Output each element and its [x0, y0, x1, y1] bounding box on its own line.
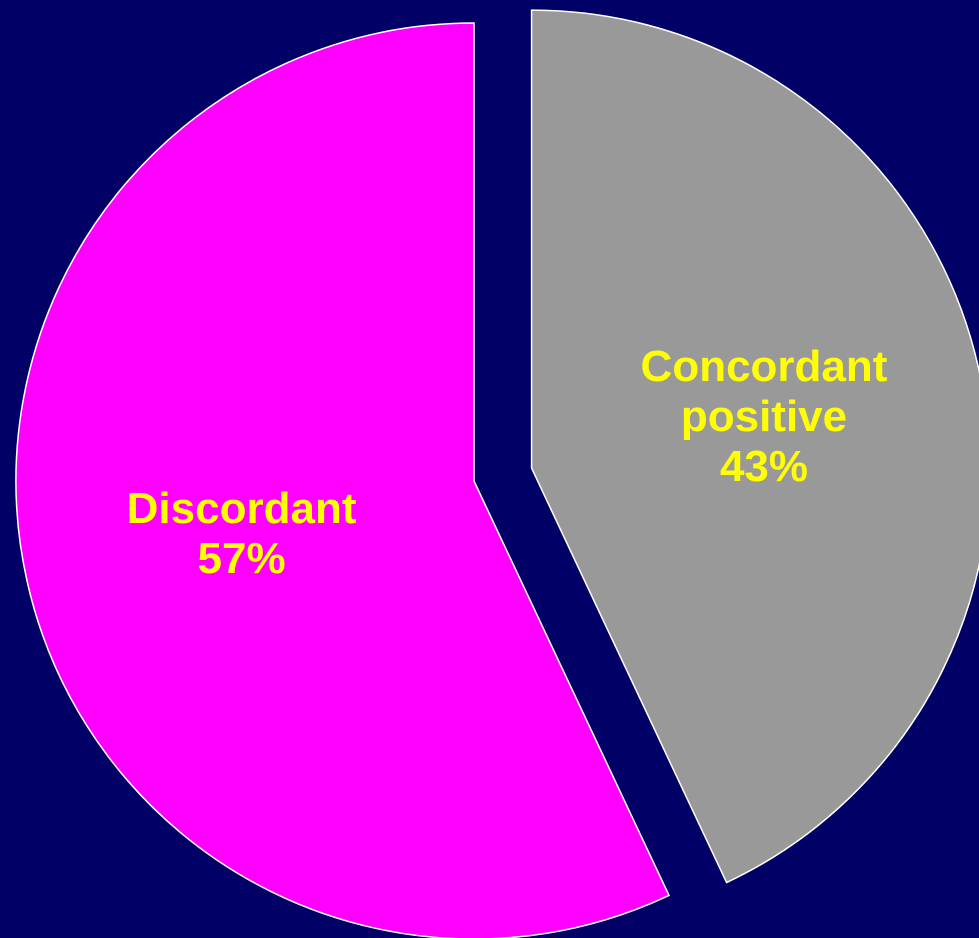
pie-slice-name: Discordant [127, 484, 357, 533]
pie-labels: Concordant positive 43% Discordant 57% [127, 342, 888, 583]
pie-slices [15, 9, 979, 938]
pie-slice-discordant [15, 22, 671, 938]
pie-slice-percent: 57% [198, 534, 286, 583]
pie-slice-label: Concordant positive 43% [641, 342, 888, 491]
pie-slice-percent: 43% [720, 442, 808, 491]
pie-slice-label: Discordant 57% [127, 484, 357, 583]
pie-slice-name: positive [681, 392, 847, 441]
pie-slice-name: Concordant [641, 342, 888, 391]
